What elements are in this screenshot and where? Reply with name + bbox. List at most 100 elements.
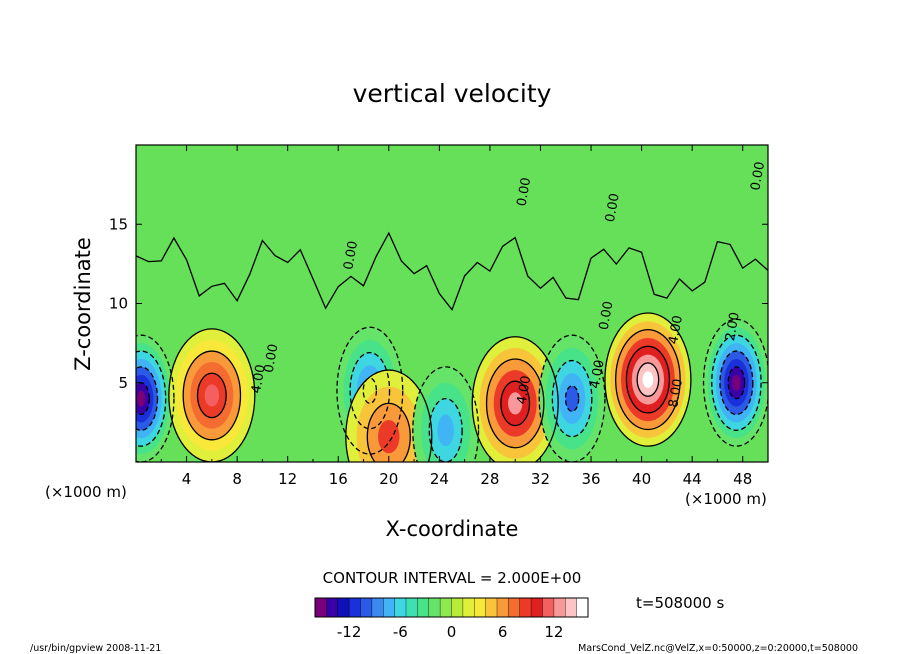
contour-0-2 xyxy=(136,350,167,447)
x-tick-label-10: 44 xyxy=(683,470,702,488)
colorbar-tick-label-2: 0 xyxy=(447,623,457,641)
footer-left: /usr/bin/gpview 2008-11-21 xyxy=(30,643,161,654)
y-axis-label: Z-coordinate xyxy=(71,237,95,371)
colorbar-tick-label-4: 12 xyxy=(544,623,563,641)
x-tick-label-11: 48 xyxy=(733,470,752,488)
colorbar-segment-0 xyxy=(315,598,327,617)
x-tick-label-2: 12 xyxy=(278,470,297,488)
colorbar-tick-label-1: -6 xyxy=(393,623,408,641)
colorbar-segment-12 xyxy=(451,598,464,617)
colorbar-segment-20 xyxy=(542,598,555,617)
x-tick-label-6: 28 xyxy=(480,470,499,488)
colorbar-segment-1 xyxy=(326,598,339,617)
contour-label-0: 4.00 xyxy=(249,363,269,394)
colorbar-segment-2 xyxy=(337,598,350,617)
y-tick-label-0: 5 xyxy=(118,374,128,392)
y-tick-label-1: 10 xyxy=(109,295,128,313)
contour-2-0 xyxy=(336,326,404,455)
colorbar-segment-10 xyxy=(428,598,441,617)
x-unit-right: (×1000 m) xyxy=(685,490,767,508)
y-axis: 5 10 15 xyxy=(109,215,768,392)
contour-7-2 xyxy=(615,329,681,431)
contour-label-9: 0.00 xyxy=(748,161,768,192)
contour-3-2 xyxy=(366,402,411,462)
contour-7-0 xyxy=(604,312,692,447)
x-tick-label-0: 4 xyxy=(182,470,192,488)
velocity-cell-8-level-7 xyxy=(732,374,741,391)
colorbar-segment-4 xyxy=(360,598,373,617)
contour-interval: CONTOUR INTERVAL = 2.000E+00 xyxy=(323,569,582,587)
colorbar-segment-19 xyxy=(531,598,543,617)
colorbar-segment-5 xyxy=(371,598,384,617)
colorbar-tick-label-0: -12 xyxy=(337,623,362,641)
colorbar-segment-21 xyxy=(553,598,566,617)
footer-right: MarsCond_VelZ.nc@VelZ,x=0:50000,z=0:2000… xyxy=(578,643,858,654)
contour-8-6 xyxy=(727,366,746,400)
velocity-cell-3-level-3 xyxy=(378,419,400,454)
colorbar-segment-6 xyxy=(383,598,395,617)
contour-labels: 4.000.004.004.000.00 4.008.000.000.000.00… xyxy=(249,161,768,409)
x-tick-label-4: 20 xyxy=(379,470,398,488)
colorbar-segment-14 xyxy=(474,598,486,617)
contour-2-4 xyxy=(362,377,378,405)
colorbar-segment-7 xyxy=(394,598,407,617)
contour-3-0 xyxy=(345,369,433,462)
x-unit-left: (×1000 m) xyxy=(45,483,127,501)
colorbar-segment-22 xyxy=(565,598,577,617)
colorbar xyxy=(314,598,589,617)
contour-1-4 xyxy=(196,372,227,419)
contour-label-3: 4.00 xyxy=(588,359,608,390)
contour-8-2 xyxy=(711,334,762,431)
velocity-cell-4-level-3 xyxy=(437,414,454,447)
contour-7-6 xyxy=(636,362,660,397)
x-tick-label-8: 36 xyxy=(581,470,600,488)
x-axis: 4 8 12 16 20 24 28 32 36 40 44 48 xyxy=(160,145,752,488)
x-tick-label-9: 40 xyxy=(632,470,651,488)
x-tick-label-3: 16 xyxy=(329,470,348,488)
contour-0-0 xyxy=(136,334,175,462)
velocity-cell-0-level-7 xyxy=(136,390,146,407)
contour-label-1: 0.00 xyxy=(262,343,282,374)
contour-lines xyxy=(136,231,768,462)
plot-area: 4.000.004.004.000.00 4.008.000.000.000.00… xyxy=(136,145,768,462)
contour-label-6: 8.00 xyxy=(666,378,686,409)
velocity-cell-1-level-5 xyxy=(204,384,220,407)
contour-8-0 xyxy=(702,318,768,447)
chart-title: vertical velocity xyxy=(353,79,552,108)
contour-label-8: 0.00 xyxy=(514,176,534,207)
contour-label-4: 0.00 xyxy=(597,300,617,331)
contour-6-2 xyxy=(551,359,593,438)
x-tick-label-1: 8 xyxy=(232,470,242,488)
velocity-cell-7-level-7 xyxy=(642,371,654,388)
colorbar-tick-label-3: 6 xyxy=(498,623,508,641)
contour-7-4 xyxy=(625,345,671,414)
contour-4-2 xyxy=(428,397,463,462)
colorbar-segment-11 xyxy=(440,598,452,617)
contour-2-2 xyxy=(349,351,391,430)
contour-label-5: 4.00 xyxy=(666,314,686,345)
colorbar-segment-23 xyxy=(576,598,589,617)
colorbar-segment-17 xyxy=(508,598,521,617)
colorbar-segment-13 xyxy=(462,598,475,617)
contour-5-4 xyxy=(500,380,531,427)
contour-8-4 xyxy=(719,350,754,416)
velocity-cell-5-level-5 xyxy=(508,392,523,415)
colorbar-segment-16 xyxy=(497,598,509,617)
colorbar-segment-3 xyxy=(349,598,361,617)
colorbar-segment-15 xyxy=(485,598,498,617)
y-tick-label-2: 15 xyxy=(109,215,128,233)
colorbar-segment-18 xyxy=(519,598,532,617)
contour-1-2 xyxy=(182,350,242,441)
contour-label-11: 2.00 xyxy=(723,311,743,342)
contour-label-2: 4.00 xyxy=(514,375,534,406)
contour-5-0 xyxy=(471,336,559,462)
x-axis-label: X-coordinate xyxy=(386,517,519,541)
zero-contour xyxy=(136,231,768,312)
contour-6-0 xyxy=(538,334,606,462)
velocity-cell-6-level-4 xyxy=(565,385,579,412)
colorbar-segment-8 xyxy=(406,598,418,617)
contour-4-0 xyxy=(412,366,480,462)
contour-6-4 xyxy=(564,385,580,412)
x-tick-label-7: 32 xyxy=(531,470,550,488)
